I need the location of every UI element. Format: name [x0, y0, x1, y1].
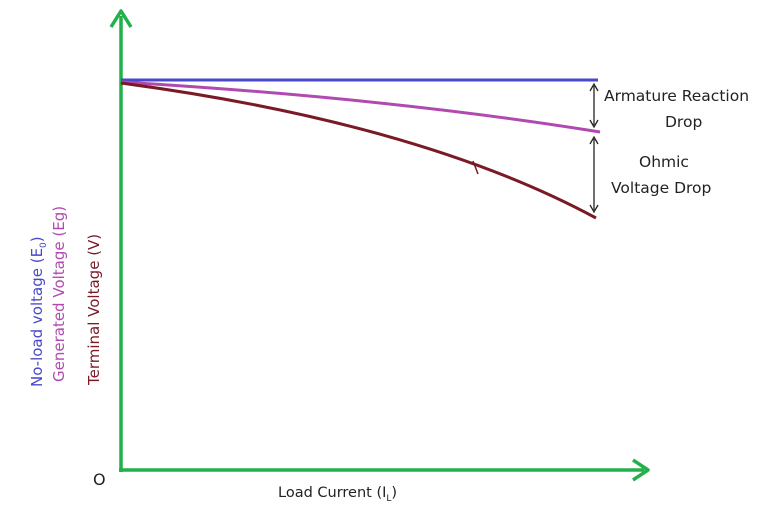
armature-drop-arrow-bottom — [589, 119, 599, 129]
x-axis-label: Load Current (IL) — [278, 485, 397, 504]
no-load-voltage-label-text: No-load voltage (E — [28, 247, 46, 387]
x-axis-label-subscript: L — [386, 493, 392, 504]
ohmic-drop-arrow-bottom — [589, 204, 599, 214]
armature-drop-label: Drop — [665, 113, 703, 131]
x-axis-label-text: Load Current (I — [278, 485, 387, 501]
ohmic-drop-arrow-top — [589, 135, 599, 145]
armature-reaction-label: Armature Reaction — [604, 87, 750, 105]
x-axis-arrowhead — [632, 458, 650, 482]
generated-voltage-label: Generated Voltage (Eg) — [50, 205, 68, 382]
x-axis-label-end: ) — [391, 485, 398, 501]
no-load-voltage-label-subscript: 0 — [39, 242, 49, 248]
curve-tick-mark — [472, 160, 479, 175]
terminal-voltage-label: Terminal Voltage (V) — [85, 233, 103, 385]
origin-label: O — [93, 470, 106, 489]
y-axis-arrowhead — [109, 9, 133, 28]
ohmic-label: Ohmic — [639, 153, 689, 171]
voltage-drop-label: Voltage Drop — [611, 179, 712, 197]
terminal-voltage-curve — [120, 81, 597, 220]
armature-drop-arrow-top — [589, 82, 599, 92]
no-load-voltage-label-end: ) — [28, 236, 46, 243]
no-load-voltage-label: No-load voltage (E0) — [28, 236, 49, 387]
generated-voltage-curve — [120, 80, 601, 134]
